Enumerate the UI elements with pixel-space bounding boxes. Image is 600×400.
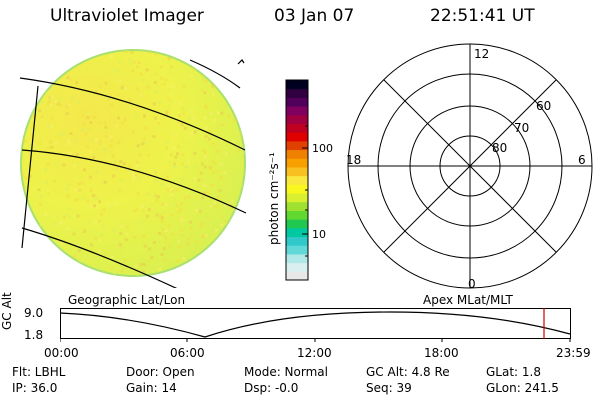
colorbar-gradient [286, 80, 308, 281]
polar-plot: 12 18 6 0 60 70 80 [346, 43, 593, 291]
seq-status: Seq: 39 [366, 381, 412, 395]
colorbar-tick-10: 10 [312, 228, 326, 241]
lat-lon-grid [19, 59, 247, 288]
filter-status: Flt: LBHL [12, 365, 66, 379]
gc-alt-axis-label: GC Alt [0, 292, 14, 330]
gain-status: Gain: 14 [126, 381, 177, 395]
y-axis-top-label: 9.0 [24, 306, 44, 320]
time-tick-0600: 06:00 [170, 346, 205, 360]
gc-alt-status: GC Alt: 4.8 Re [366, 365, 450, 379]
time-tick-0000: 00:00 [44, 346, 79, 360]
app-title: Ultraviolet Imager [50, 6, 204, 26]
door-status: Door: Open [126, 365, 195, 379]
time-tick-1200: 12:00 [297, 346, 332, 360]
glat-status: GLat: 1.8 [486, 365, 541, 379]
colorbar-tick-100: 100 [312, 142, 333, 155]
left-plot-label: Geographic Lat/Lon [68, 293, 186, 307]
colorbar-unit-label: photon cm⁻²s⁻¹ [267, 152, 281, 245]
time-tick-1800: 18:00 [424, 346, 459, 360]
altitude-curve [60, 311, 571, 338]
time-tick-2359: 23:59 [556, 346, 591, 360]
polar-lat-70: 70 [514, 121, 529, 135]
polar-hour-12: 12 [474, 47, 489, 61]
earth-disk [20, 49, 246, 277]
polar-lat-60: 60 [536, 99, 551, 113]
ip-status: IP: 36.0 [12, 381, 58, 395]
dsp-status: Dsp: -0.0 [244, 381, 299, 395]
right-plot-label: Apex MLat/MLT [423, 293, 513, 307]
date-label: 03 Jan 07 [274, 6, 355, 26]
polar-diagonal-b [383, 79, 557, 253]
geographic-image-panel [19, 49, 247, 288]
polar-lat-80: 80 [492, 141, 507, 155]
time-label: 22:51:41 UT [430, 6, 535, 26]
altitude-timeline [60, 308, 571, 342]
colorbar: 100 10 photon cm⁻²s⁻¹ [267, 79, 333, 281]
glon-status: GLon: 241.5 [486, 381, 559, 395]
polar-hour-6: 6 [578, 153, 586, 167]
mode-status: Mode: Normal [244, 365, 328, 379]
y-axis-bottom-label: 1.8 [24, 328, 44, 342]
polar-hour-18: 18 [346, 153, 361, 167]
polar-hour-0: 0 [468, 277, 476, 291]
